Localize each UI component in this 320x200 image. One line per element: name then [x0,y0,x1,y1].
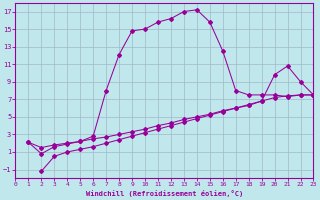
X-axis label: Windchill (Refroidissement éolien,°C): Windchill (Refroidissement éolien,°C) [86,190,243,197]
